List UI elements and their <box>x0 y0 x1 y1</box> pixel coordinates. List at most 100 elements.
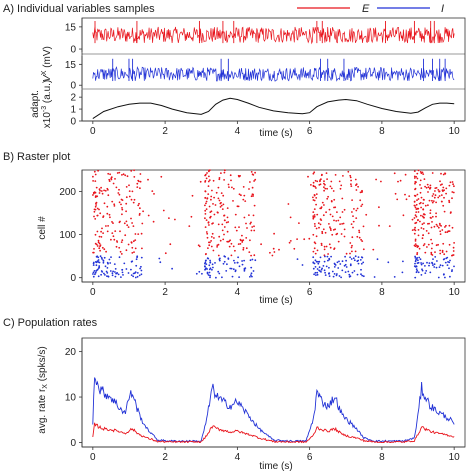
raster-point-E <box>448 199 450 202</box>
raster-point-E <box>271 254 274 257</box>
raster-point-E <box>209 216 212 219</box>
raster-point-E <box>221 223 224 226</box>
raster-point-E <box>141 222 144 225</box>
raster-point-E <box>416 177 419 180</box>
raster-point-I <box>215 276 217 279</box>
raster-point-E <box>424 251 427 254</box>
raster-point-I <box>312 261 315 264</box>
raster-point-E <box>396 198 399 201</box>
raster-point-E <box>208 179 211 182</box>
raster-point-E <box>437 243 439 246</box>
raster-point-E <box>430 238 432 241</box>
raster-point-I <box>122 274 124 276</box>
raster-point-E <box>246 227 248 229</box>
raster-point-E <box>104 189 107 192</box>
panel-a-voltage-ylabel: VX (mV) <box>41 46 53 82</box>
raster-point-I <box>330 255 332 258</box>
raster-point-E <box>428 199 431 202</box>
raster-point-E <box>248 251 251 254</box>
raster-point-E <box>411 218 414 221</box>
raster-point-I <box>237 256 240 259</box>
raster-point-I <box>314 271 317 274</box>
raster-point-E <box>316 213 319 216</box>
raster-point-I <box>107 262 109 265</box>
raster-point-E <box>133 198 136 201</box>
raster-point-I <box>254 259 257 262</box>
raster-point-E <box>204 181 207 183</box>
raster-point-E <box>434 190 436 192</box>
raster-point-E <box>323 182 325 185</box>
raster-point-E <box>439 252 442 255</box>
raster-point-E <box>318 184 321 186</box>
raster-point-I <box>103 272 105 275</box>
raster-point-I <box>357 256 360 258</box>
raster-point-I <box>438 266 441 268</box>
raster-point-E <box>217 197 220 200</box>
raster-point-E <box>419 191 422 194</box>
raster-point-E <box>350 179 352 182</box>
raster-point-I <box>449 275 451 278</box>
raster-point-I <box>353 270 356 272</box>
raster-point-E <box>210 198 212 201</box>
raster-point-E <box>101 246 104 249</box>
raster-point-I <box>343 264 346 267</box>
raster-point-E <box>243 216 246 219</box>
raster-point-I <box>108 258 111 261</box>
raster-point-E <box>120 241 123 244</box>
raster-point-E <box>388 225 391 228</box>
raster-point-E <box>328 243 331 246</box>
raster-point-E <box>94 205 97 208</box>
raster-point-E <box>137 204 140 207</box>
panel-c-x-tick-label: 6 <box>307 452 313 463</box>
raster-point-E <box>116 172 119 174</box>
panel-c-x-tick-label: 2 <box>162 452 168 463</box>
raster-point-E <box>315 193 318 196</box>
raster-point-E <box>314 185 316 188</box>
raster-point-I <box>106 267 109 269</box>
raster-point-E <box>269 251 271 254</box>
raster-point-E <box>422 173 425 176</box>
raster-point-E <box>212 222 214 225</box>
raster-point-E <box>232 200 234 202</box>
raster-point-E <box>440 200 443 203</box>
raster-point-E <box>452 246 455 249</box>
raster-point-E <box>431 242 434 245</box>
raster-point-E <box>341 223 343 225</box>
raster-point-E <box>241 234 243 237</box>
raster-point-E <box>445 187 448 190</box>
raster-point-E <box>420 206 422 209</box>
raster-point-E <box>222 238 225 241</box>
raster-point-I <box>120 276 122 278</box>
raster-point-I <box>251 258 254 261</box>
raster-point-I <box>324 274 327 276</box>
raster-point-E <box>234 226 237 229</box>
panel-b-x-tick-label: 0 <box>90 287 96 298</box>
raster-point-I <box>331 270 334 273</box>
legend-label-e: E <box>362 3 370 15</box>
panel-b-y-tick-label: 100 <box>59 230 76 241</box>
raster-point-I <box>316 273 319 276</box>
raster-point-E <box>355 189 358 191</box>
raster-point-E <box>105 225 107 227</box>
raster-point-E <box>103 189 105 192</box>
panel-a-voltage-E-y-tick-label: 15 <box>65 22 77 33</box>
raster-point-E <box>338 180 341 183</box>
raster-point-E <box>434 194 437 197</box>
raster-point-E <box>250 171 253 173</box>
raster-point-E <box>137 233 140 236</box>
raster-point-E <box>254 171 256 174</box>
raster-point-E <box>138 214 141 216</box>
raster-point-E <box>125 196 128 199</box>
raster-point-I <box>347 270 350 273</box>
raster-point-E <box>336 211 338 214</box>
raster-point-I <box>387 261 390 264</box>
raster-point-E <box>253 204 256 207</box>
raster-point-E <box>315 197 318 199</box>
raster-point-I <box>140 265 142 268</box>
raster-point-E <box>121 174 123 176</box>
raster-point-E <box>441 251 444 254</box>
raster-point-E <box>310 184 312 186</box>
raster-point-I <box>92 262 95 265</box>
raster-point-E <box>223 233 225 236</box>
